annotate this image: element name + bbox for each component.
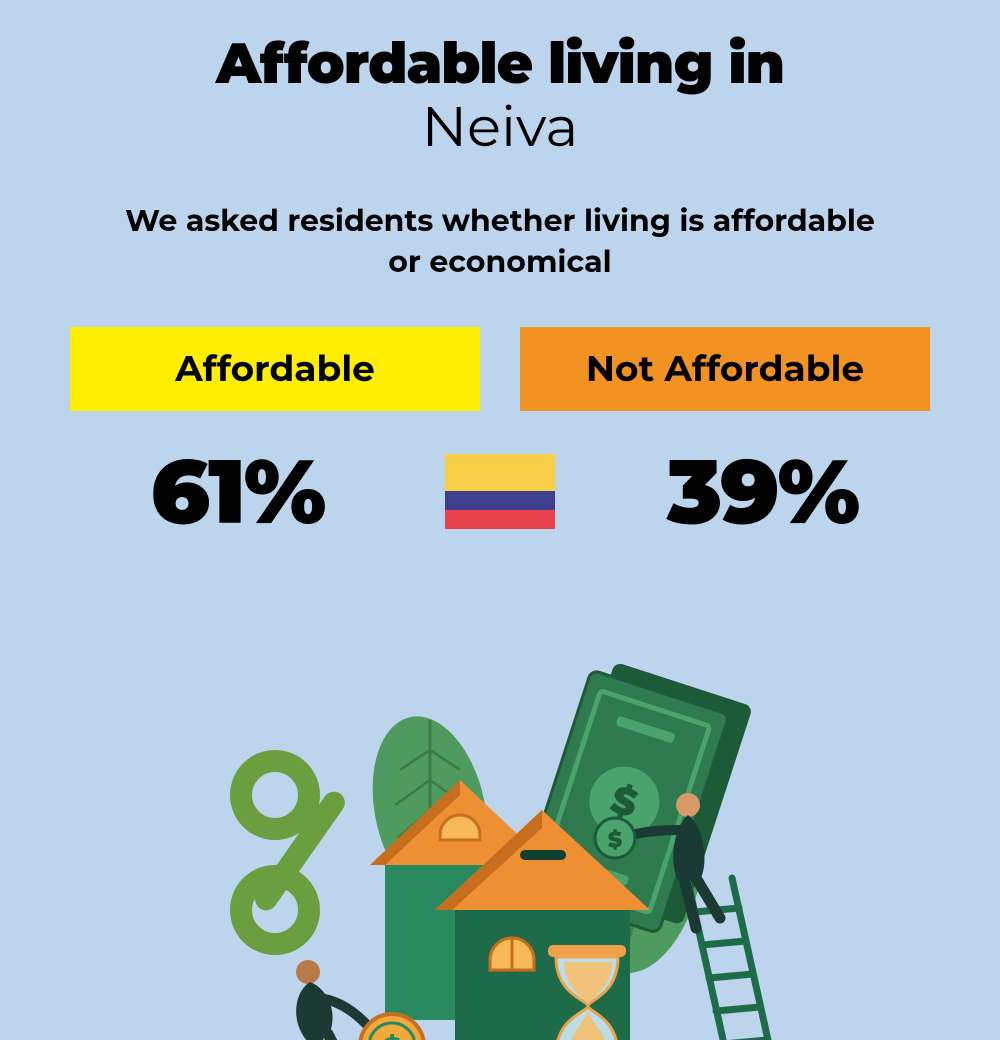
not-affordable-percent: 39% (585, 436, 940, 546)
percent-symbol-icon (241, 761, 349, 944)
title-line1: Affordable living in (0, 30, 1000, 98)
title-city: Neiva (0, 93, 1000, 161)
percents-row: 61% 39% (0, 436, 1000, 546)
svg-text:$: $ (383, 1031, 402, 1040)
colombia-flag-icon (445, 454, 555, 529)
not-affordable-label-box: Not Affordable (520, 327, 930, 411)
labels-row: Affordable Not Affordable (0, 327, 1000, 411)
affordable-percent: 61% (60, 436, 415, 546)
affordable-label-box: Affordable (70, 327, 480, 411)
ladder-icon (688, 878, 772, 1040)
svg-text:$: $ (608, 826, 623, 853)
affordability-illustration: $ (190, 660, 810, 1040)
subtitle: We asked residents whether living is aff… (0, 201, 1000, 282)
